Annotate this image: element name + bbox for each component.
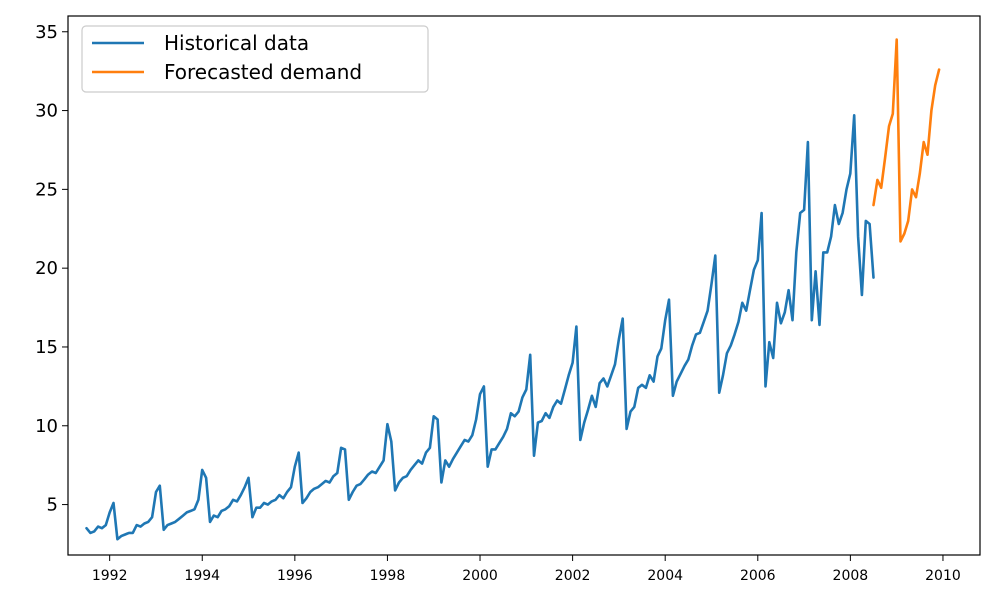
y-tick-label: 25	[35, 179, 58, 200]
x-tick-label: 2010	[925, 568, 961, 584]
x-tick-label: 2000	[462, 568, 498, 584]
x-tick-label: 1992	[92, 568, 128, 584]
x-tick-label: 1996	[277, 568, 313, 584]
y-tick-label: 30	[35, 101, 58, 122]
legend-box	[81, 25, 429, 93]
x-tick-label: 2004	[647, 568, 683, 584]
y-tick-label: 35	[35, 22, 58, 43]
y-tick-label: 15	[35, 337, 58, 358]
series-line-forecast	[872, 38, 941, 243]
y-tick-label: 5	[47, 495, 58, 516]
x-tick-label: 2006	[740, 568, 776, 584]
legend-label: Forecasted demand	[164, 60, 362, 84]
x-tick-label: 1994	[184, 568, 220, 584]
x-tick-label: 2002	[555, 568, 591, 584]
y-tick-label: 10	[35, 416, 58, 437]
x-tick-label: 1998	[370, 568, 406, 584]
plot-frame	[67, 15, 981, 556]
legend-label: Historical data	[164, 31, 309, 55]
x-tick-label: 2008	[833, 568, 869, 584]
y-tick-label: 20	[35, 258, 58, 279]
series-line-historical	[85, 114, 875, 541]
